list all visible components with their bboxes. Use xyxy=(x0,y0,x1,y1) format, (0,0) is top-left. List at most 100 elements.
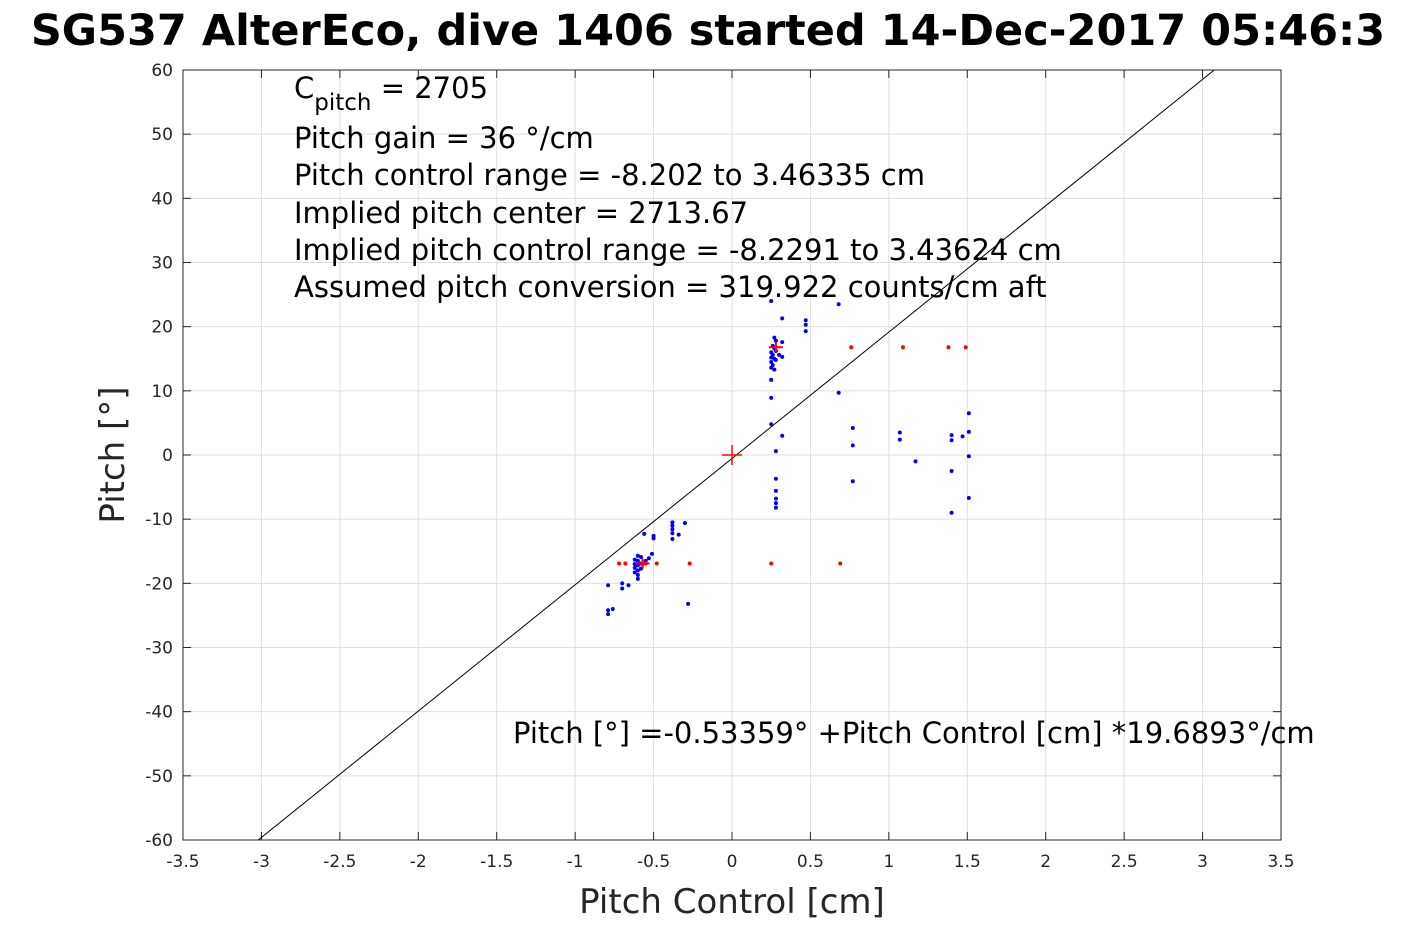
y-tick-label: 10 xyxy=(151,382,173,402)
blue-data-point xyxy=(670,527,675,532)
blue-data-point xyxy=(646,556,651,561)
chart-title: SG537 AlterEco, dive 1406 started 14-Dec… xyxy=(31,6,1385,56)
blue-data-point xyxy=(639,555,644,560)
blue-data-point xyxy=(773,476,778,481)
y-tick-label: -30 xyxy=(145,639,173,659)
annotation-control-range: Pitch control range = -8.202 to 3.46335 … xyxy=(294,158,925,192)
y-tick-label: 50 xyxy=(151,125,173,145)
blue-data-point xyxy=(773,505,778,510)
blue-data-point xyxy=(773,338,778,343)
y-tick-label: -10 xyxy=(145,510,173,530)
blue-data-point xyxy=(803,329,808,334)
x-tick-label: 0 xyxy=(727,852,738,872)
blue-data-point xyxy=(850,479,855,484)
red-data-point xyxy=(769,561,774,566)
red-data-point xyxy=(946,345,951,350)
red-data-point xyxy=(687,561,692,566)
blue-data-point xyxy=(949,510,954,515)
blue-data-point xyxy=(773,488,778,493)
blue-data-point xyxy=(670,537,675,542)
x-tick-label: -1 xyxy=(567,852,584,872)
blue-data-point xyxy=(769,377,774,382)
blue-data-point xyxy=(606,612,611,617)
blue-data-point xyxy=(803,322,808,327)
y-tick-label: -60 xyxy=(145,831,173,851)
blue-data-point xyxy=(773,449,778,454)
blue-data-point xyxy=(773,501,778,506)
blue-data-point xyxy=(780,316,785,321)
blue-data-point xyxy=(773,496,778,501)
blue-data-point xyxy=(836,302,841,307)
blue-data-point xyxy=(772,367,777,372)
blue-data-point xyxy=(949,469,954,474)
blue-data-point xyxy=(966,411,971,416)
y-tick-label: 30 xyxy=(151,254,173,274)
fit-equation: Pitch [°] =-0.53359° +Pitch Control [cm]… xyxy=(513,716,1315,750)
blue-data-point xyxy=(676,532,681,537)
x-tick-label: 3.5 xyxy=(1267,852,1294,872)
blue-data-point xyxy=(966,454,971,459)
x-axis-label: Pitch Control [cm] xyxy=(579,882,885,922)
blue-data-point xyxy=(651,536,656,541)
blue-data-point xyxy=(897,437,902,442)
blue-data-point xyxy=(635,568,640,573)
y-tick-label: -50 xyxy=(145,767,173,787)
blue-data-point xyxy=(769,299,774,303)
blue-data-point xyxy=(632,565,637,570)
blue-data-point xyxy=(670,531,675,536)
annotation-pitch-center: Implied pitch center = 2713.67 xyxy=(294,196,748,230)
x-tick-label: -1.5 xyxy=(480,852,513,872)
blue-data-point xyxy=(836,390,841,395)
red-data-point xyxy=(838,561,843,566)
x-tick-label: 1.5 xyxy=(954,852,981,872)
annotation-implied-range: Implied pitch control range = -8.2291 to… xyxy=(294,233,1062,267)
x-tick-label: -3 xyxy=(253,852,270,872)
y-axis-label: Pitch [°] xyxy=(93,386,133,523)
blue-data-point xyxy=(769,422,774,427)
plot-frame xyxy=(182,69,1282,841)
blue-data-point xyxy=(626,583,631,588)
x-tick-label: -2 xyxy=(410,852,427,872)
annotation-pitch-gain: Pitch gain = 36 °/cm xyxy=(294,121,594,155)
x-tick-label: 2.5 xyxy=(1111,852,1138,872)
x-tick-label: -2.5 xyxy=(323,852,356,872)
blue-data-point xyxy=(769,395,774,400)
center-marker xyxy=(722,445,742,465)
blue-data-point xyxy=(949,433,954,438)
x-tick-label: 2 xyxy=(1040,852,1051,872)
blue-data-point xyxy=(635,572,640,577)
blue-data-point xyxy=(686,601,691,606)
blue-data-point xyxy=(966,495,971,500)
data-points xyxy=(606,299,971,617)
blue-data-point xyxy=(620,581,625,586)
blue-data-point xyxy=(780,354,785,359)
red-data-point xyxy=(963,345,968,350)
y-tick-label: 40 xyxy=(151,189,173,209)
plus-marker xyxy=(635,558,650,569)
blue-data-point xyxy=(772,335,777,340)
blue-data-point xyxy=(632,557,637,562)
blue-data-point xyxy=(770,363,775,368)
red-data-point xyxy=(617,561,622,566)
annotation-c-pitch: Cpitch = 2705 xyxy=(294,71,488,116)
blue-data-point xyxy=(650,551,655,556)
blue-data-point xyxy=(773,358,778,363)
red-data-point xyxy=(849,345,854,350)
blue-data-point xyxy=(780,340,785,345)
y-tick-label: 20 xyxy=(151,318,173,338)
blue-data-point xyxy=(606,583,611,588)
annotation-conversion: Assumed pitch conversion = 319.922 count… xyxy=(294,270,1047,304)
blue-data-point xyxy=(803,318,808,323)
x-tick-label: -0.5 xyxy=(637,852,670,872)
blue-data-point xyxy=(606,608,611,613)
x-axis-ticks: -3.5 -3 -2.5 -2 -1.5 -1 -0.5 0 0.5 1 1.5 2 2.5 3 3.5 xyxy=(166,70,1295,872)
red-data-point xyxy=(900,345,905,350)
blue-data-point xyxy=(682,521,687,526)
plus-marker xyxy=(768,342,783,353)
y-axis-ticks: 60 50 40 30 20 10 0 -10 -20 -30 -40 -50 -60 xyxy=(145,61,1281,851)
blue-data-point xyxy=(620,586,625,591)
blue-data-point xyxy=(635,558,640,563)
blue-data-point xyxy=(777,352,782,357)
blue-data-point xyxy=(770,352,775,357)
